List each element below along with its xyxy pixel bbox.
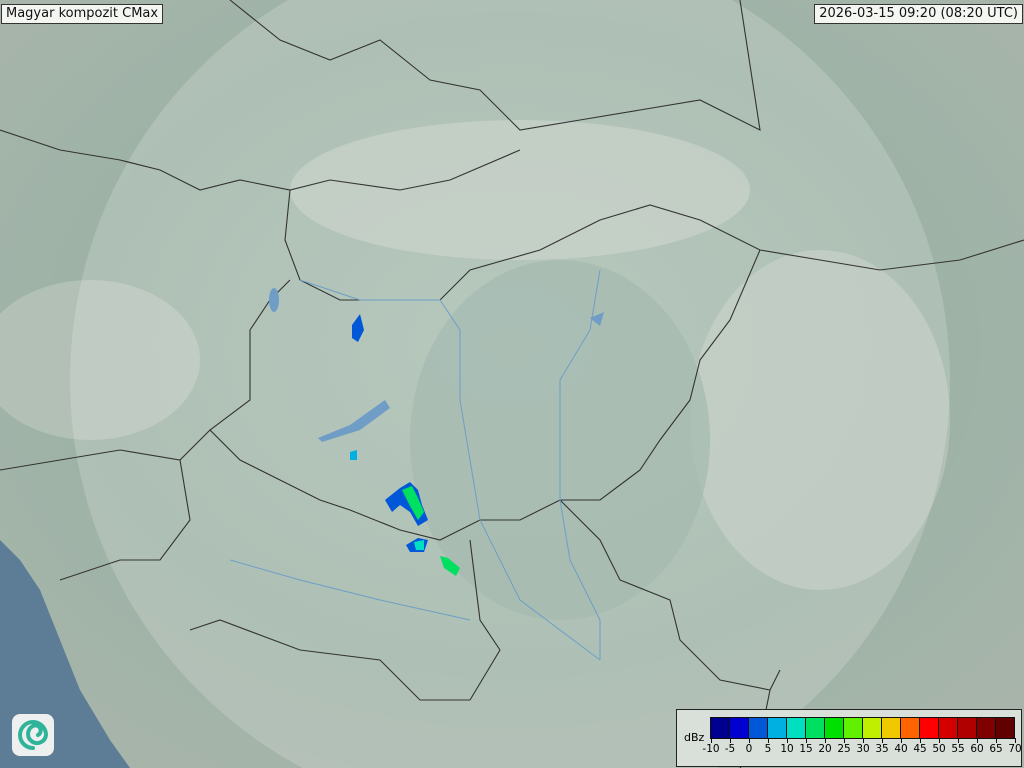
legend-tick-mark bbox=[825, 738, 826, 743]
legend-tick-mark bbox=[901, 738, 902, 743]
rivers bbox=[229, 269, 601, 661]
legend-tick-label: 20 bbox=[818, 743, 832, 755]
timestamp-label: 2026-03-15 09:20 (08:20 UTC) bbox=[814, 4, 1023, 24]
legend-tick-label: 0 bbox=[745, 743, 753, 755]
legend-tick-label: 35 bbox=[875, 743, 889, 755]
legend-swatch bbox=[882, 718, 901, 738]
legend-tick-label: -10 bbox=[702, 743, 720, 755]
legend-swatch bbox=[825, 718, 844, 738]
lakes bbox=[269, 288, 604, 442]
legend-swatch bbox=[749, 718, 768, 738]
legend-tick-label: 5 bbox=[764, 743, 772, 755]
product-title: Magyar kompozit CMax bbox=[1, 4, 164, 24]
legend-unit: dBz bbox=[684, 731, 705, 744]
legend-swatch bbox=[958, 718, 977, 738]
legend-tick-mark bbox=[711, 738, 712, 743]
legend-tick-mark bbox=[1015, 738, 1016, 743]
legend-tick-label: 45 bbox=[913, 743, 927, 755]
legend-swatch bbox=[844, 718, 863, 738]
legend-tick-label: 65 bbox=[989, 743, 1003, 755]
legend-tick-label: 10 bbox=[780, 743, 794, 755]
mountain-shading bbox=[690, 250, 950, 590]
legend-tick-label: 15 bbox=[799, 743, 813, 755]
echo-cell bbox=[440, 556, 460, 576]
legend-tick-label: -5 bbox=[724, 743, 736, 755]
legend-tick-label: 30 bbox=[856, 743, 870, 755]
legend-tick-mark bbox=[920, 738, 921, 743]
echo-cell bbox=[402, 486, 424, 520]
legend-tick-mark bbox=[749, 738, 750, 743]
legend-swatch bbox=[920, 718, 939, 738]
legend-tick-mark bbox=[806, 738, 807, 743]
legend-swatch bbox=[863, 718, 882, 738]
legend-swatch bbox=[711, 718, 730, 738]
legend-tick-label: 40 bbox=[894, 743, 908, 755]
lake-balaton bbox=[318, 400, 390, 442]
radar-coverage-area bbox=[70, 0, 950, 768]
legend-tick-mark bbox=[996, 738, 997, 743]
legend-tick-mark bbox=[958, 738, 959, 743]
legend-swatch bbox=[939, 718, 958, 738]
legend-swatch bbox=[996, 718, 1014, 738]
legend-tick-mark bbox=[939, 738, 940, 743]
legend-swatch bbox=[768, 718, 787, 738]
echo-cell bbox=[414, 540, 424, 550]
echo-cell bbox=[350, 450, 357, 460]
mountain-shading bbox=[0, 280, 200, 440]
legend-tick-mark bbox=[844, 738, 845, 743]
legend-color-bar bbox=[710, 717, 1015, 739]
adriatic-sea bbox=[0, 540, 130, 768]
mountain-shading bbox=[290, 120, 750, 260]
lake-tisza bbox=[590, 312, 604, 326]
legend-swatch bbox=[901, 718, 920, 738]
legend-tick-mark bbox=[863, 738, 864, 743]
legend-tick-mark bbox=[977, 738, 978, 743]
echo-cell bbox=[352, 314, 364, 342]
legend-tick-label: 60 bbox=[970, 743, 984, 755]
legend-tick-mark bbox=[882, 738, 883, 743]
lake-neusiedl bbox=[269, 288, 279, 312]
legend-swatch bbox=[730, 718, 749, 738]
legend-swatch bbox=[806, 718, 825, 738]
legend-swatch bbox=[977, 718, 996, 738]
radar-echoes bbox=[350, 314, 460, 576]
dbz-legend: dBz -10 -5 0 5 10 15 20 25 30 35 40 45 50 55 60 65 70 bbox=[676, 709, 1022, 767]
legend-tick-label: 25 bbox=[837, 743, 851, 755]
legend-tick-label: 70 bbox=[1008, 743, 1022, 755]
swirl-logo-icon bbox=[12, 714, 54, 756]
legend-tick-mark bbox=[730, 738, 731, 743]
legend-tick-mark bbox=[768, 738, 769, 743]
legend-tick-label: 55 bbox=[951, 743, 965, 755]
legend-swatch bbox=[787, 718, 806, 738]
legend-tick-label: 50 bbox=[932, 743, 946, 755]
legend-tick-mark bbox=[787, 738, 788, 743]
